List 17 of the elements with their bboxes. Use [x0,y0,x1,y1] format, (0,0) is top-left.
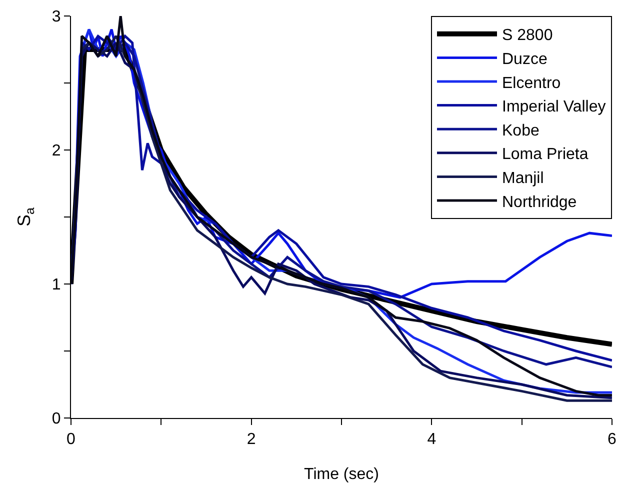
y-tick-label: 2 [52,142,61,160]
legend-label: Duzce [502,50,548,68]
x-axis-title: Time (sec) [304,466,379,483]
legend-label: Elcentro [502,74,561,92]
y-tick-label: 1 [52,276,61,294]
legend-label: Loma Prieta [502,146,588,164]
x-tick-label: 0 [66,431,76,448]
legend-label: S 2800 [502,27,553,44]
y-tick-label: 0 [52,410,61,428]
x-tick-label: 6 [608,431,617,448]
y-tick-label: 3 [52,8,61,26]
legend-label: Manjil [502,170,544,187]
legend-label: Imperial Valley [502,98,606,116]
x-tick-label: 4 [427,431,436,448]
x-tick-label: 2 [246,431,256,448]
legend-label: Kobe [502,122,540,140]
legend-label: Northridge [502,194,577,211]
